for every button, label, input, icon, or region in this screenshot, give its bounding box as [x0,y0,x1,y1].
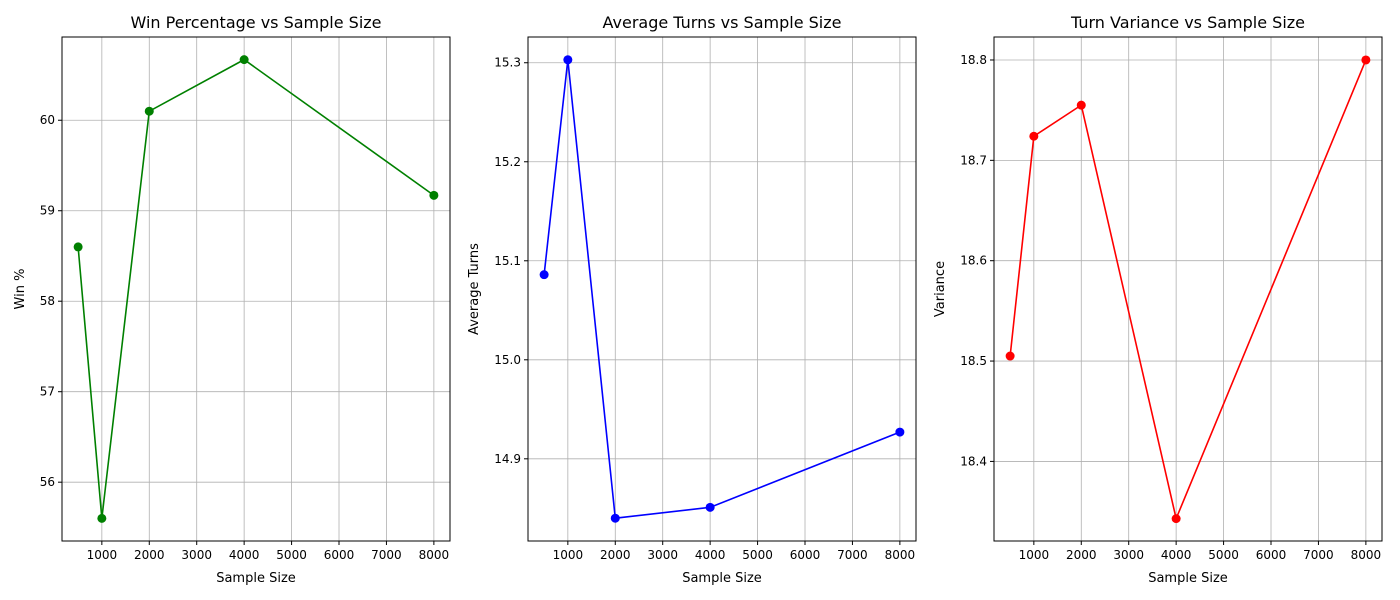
series-line [543,59,901,520]
chart-title: Win Percentage vs Sample Size [130,13,381,32]
x-tick-label: 8000 [1351,548,1382,562]
y-tick-label: 15.0 [494,353,521,367]
data-point [73,242,83,252]
plot-area-frame [61,36,451,542]
data-point [429,190,439,200]
x-axis-label: Sample Size [682,571,762,586]
y-tick-label: 60 [40,113,55,127]
x-tick-label: 7000 [1303,548,1334,562]
x-tick-label: 1000 [553,548,584,562]
x-tick-label: 1000 [1019,548,1050,562]
y-axis-label: Win % [13,269,28,310]
data-point [1171,514,1181,524]
y-tick-label: 18.7 [960,153,987,167]
chart-panel-2: 1000 2000 3000 4000 5000 6000 7000 8000 14.9 15.0… [467,13,917,586]
x-tick-label: 3000 [1113,548,1144,562]
x-tick-label: 2000 [134,548,165,562]
x-tick-label: 6000 [324,548,355,562]
series-line [1009,59,1367,522]
x-tick-label: 1000 [87,548,118,562]
data-point [539,270,549,280]
y-tick-label: 18.4 [960,454,987,468]
y-tick-label: 14.9 [494,452,521,466]
chart-panel-3: 1000 2000 3000 4000 5000 6000 7000 8000 18.4 18.5… [933,13,1383,586]
data-point [1005,351,1015,361]
x-tick-label: 5000 [1208,548,1239,562]
x-tick-label: 5000 [276,548,307,562]
x-tick-label: 3000 [647,548,678,562]
data-point [1361,55,1371,65]
y-tick-label: 18.8 [960,53,987,67]
series-line [77,58,435,519]
y-tick-label: 59 [40,204,55,218]
x-tick-label: 8000 [885,548,916,562]
y-axis-label: Variance [933,261,948,317]
y-tick-label: 15.2 [494,155,521,169]
chart-panel-1: 1000 2000 3000 4000 5000 6000 7000 8000 56 57 58 59… [13,13,451,586]
data-point [610,513,620,523]
x-tick-label: 7000 [371,548,402,562]
data-point [144,106,154,116]
x-tick-label: 4000 [695,548,726,562]
y-tick-label: 58 [40,294,55,308]
y-tick-label: 56 [40,475,55,489]
x-tick-label: 2000 [1066,548,1097,562]
x-tick-label: 2000 [600,548,631,562]
x-tick-label: 4000 [229,548,260,562]
data-point [705,502,715,512]
x-tick-label: 4000 [1161,548,1192,562]
data-point [1029,131,1039,141]
data-point [239,55,249,65]
data-point [1076,100,1086,110]
x-tick-label: 8000 [419,548,450,562]
x-tick-label: 5000 [742,548,773,562]
x-axis-label: Sample Size [216,571,296,586]
data-point [563,55,573,65]
y-tick-label: 57 [40,385,55,399]
y-tick-label: 18.6 [960,254,987,268]
y-axis-label: Average Turns [467,243,482,335]
chart-title: Average Turns vs Sample Size [603,13,842,32]
chart-title: Turn Variance vs Sample Size [1070,13,1305,32]
data-point [97,513,107,523]
x-tick-label: 6000 [1256,548,1287,562]
x-tick-label: 3000 [181,548,212,562]
plot-area-frame [527,36,917,542]
data-point [895,427,905,437]
y-tick-label: 18.5 [960,354,987,368]
x-tick-label: 6000 [790,548,821,562]
y-tick-label: 15.3 [494,56,521,70]
y-tick-label: 15.1 [494,254,521,268]
x-axis-label: Sample Size [1148,571,1228,586]
x-tick-label: 7000 [837,548,868,562]
plot-area-frame [993,36,1383,542]
